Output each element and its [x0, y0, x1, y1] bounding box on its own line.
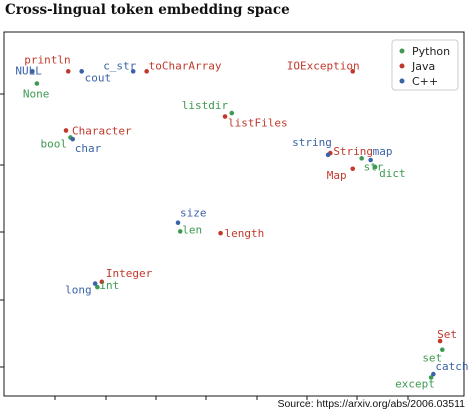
point-label-integer: Integer [106, 267, 153, 280]
point-python-dict [372, 164, 378, 170]
point-java-tochararray [144, 69, 149, 74]
point-label-map: map [373, 145, 393, 158]
point-cpp-cout [79, 69, 84, 74]
plot-border [3, 31, 465, 397]
axis-ticks [0, 93, 409, 400]
point-label-character: Character [72, 124, 132, 137]
point-java-set [437, 338, 443, 344]
point-python-except [428, 375, 434, 380]
legend-entry: Python [412, 45, 450, 58]
axes-frame [3, 31, 465, 397]
point-cpp-map [368, 157, 373, 163]
point-python-none [34, 81, 40, 86]
source-caption: Source: https://arxiv.org/abs/2006.03511 [277, 398, 465, 410]
point-label-ioexception: IOException [287, 59, 360, 72]
point-python-listdir [229, 110, 235, 116]
point-label-none: None [23, 88, 49, 101]
legend-entry: C++ [412, 75, 438, 88]
point-python-int [95, 284, 100, 290]
point-label-dict: dict [379, 167, 406, 180]
legend-entry: Java [411, 60, 435, 73]
point-python-str [359, 156, 364, 161]
point-label-long: long [65, 284, 92, 297]
legend-box [391, 39, 459, 91]
point-cpp-size [175, 220, 181, 225]
point-label-str: str [364, 160, 384, 173]
point-cpp-c_str [130, 69, 136, 74]
point-java-integer [99, 279, 105, 285]
chart-title: Cross-lingual token embedding space [5, 2, 290, 18]
point-label-length: length [225, 227, 265, 240]
point-cpp-char [70, 136, 76, 142]
point-java-listfiles [222, 114, 228, 119]
point-java-length [218, 230, 223, 236]
point-label-int: int [99, 279, 119, 292]
point-label-except: except [395, 378, 435, 391]
point-cpp-null [30, 69, 35, 74]
point-label-cout: cout [85, 71, 112, 84]
point-label-map: Map [327, 169, 347, 182]
point-cpp-catch [431, 371, 436, 377]
legend-marker [399, 63, 405, 69]
point-label-char: char [75, 142, 102, 155]
point-java-println [65, 69, 71, 74]
point-label-listfiles: listFiles [228, 117, 288, 130]
point-label-null: NULL [15, 64, 42, 77]
point-java-character [63, 128, 69, 133]
legend: Python Java C++ [391, 39, 459, 91]
point-java-map [350, 166, 356, 172]
point-python-set [440, 347, 445, 353]
point-label-len: len [182, 223, 202, 236]
point-python-len [177, 229, 183, 234]
point-label-listdir: listdir [182, 99, 229, 112]
legend-marker [399, 48, 405, 54]
point-label-set: Set [437, 328, 457, 341]
point-label-bool: bool [40, 137, 66, 150]
points-layer [30, 69, 445, 380]
point-label-string: string [292, 136, 332, 149]
point-cpp-long [92, 281, 98, 286]
point-label-size: size [180, 207, 207, 220]
point-label-println: println [24, 53, 70, 66]
point-label-catch: catch [435, 360, 468, 373]
point-label-string: String [333, 145, 373, 158]
point-label-set: set [422, 352, 442, 365]
point-label-tochararray: toCharArray [149, 59, 222, 72]
point-cpp-string [325, 152, 331, 158]
point-java-ioexception [350, 69, 356, 74]
point-label-c_str: c_str [103, 59, 136, 72]
legend-marker [399, 78, 405, 84]
